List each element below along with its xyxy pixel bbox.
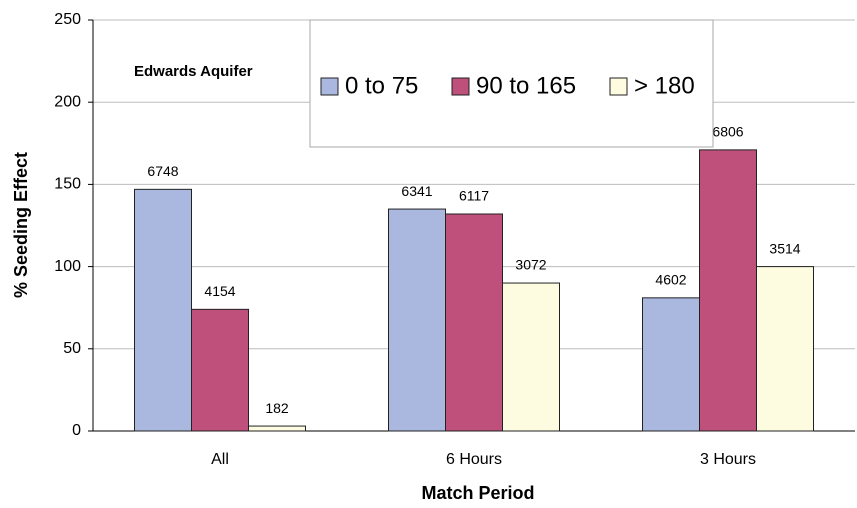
bar-annotation: 3514: [769, 240, 800, 256]
legend-box: [309, 19, 714, 148]
x-tick-label: 3 Hours: [700, 451, 756, 468]
x-axis-title: Match Period: [421, 483, 534, 503]
bar: [502, 282, 560, 432]
bar-annotation: 6748: [147, 163, 178, 179]
bar: [134, 188, 192, 432]
bar: [191, 308, 249, 432]
bar: [388, 208, 446, 432]
bar-annotation: 4154: [204, 283, 235, 299]
x-tick-label: All: [211, 451, 229, 468]
bar-annotation: 4602: [655, 272, 686, 288]
bar: [699, 149, 757, 432]
y-tick-label: 150: [54, 176, 81, 193]
bar-annotation: 3072: [515, 257, 546, 273]
bar-annotation: 6341: [401, 183, 432, 199]
x-tick-label: 6 Hours: [446, 451, 502, 468]
y-tick-label: 100: [54, 258, 81, 275]
y-tick-label: 250: [54, 11, 81, 28]
bar: [445, 213, 503, 432]
bar: [248, 425, 306, 432]
y-tick-label: 200: [54, 93, 81, 110]
bar-annotation: 6806: [712, 124, 743, 140]
chart-title: Edwards Aquifer: [134, 63, 253, 80]
legend-swatch: [609, 77, 628, 96]
y-tick-label: 0: [72, 422, 81, 439]
legend-label: > 180: [634, 72, 695, 99]
bar: [642, 297, 700, 432]
legend-label: 0 to 75: [345, 72, 418, 99]
y-axis-title: % Seeding Effect: [11, 152, 31, 298]
legend-swatch: [451, 77, 470, 96]
y-tick-label: 50: [63, 340, 81, 357]
bar: [756, 266, 814, 432]
bar-annotation: 6117: [459, 188, 489, 204]
legend-label: 90 to 165: [476, 72, 576, 99]
legend-swatch: [320, 77, 339, 96]
bar-annotation: 182: [265, 400, 289, 416]
